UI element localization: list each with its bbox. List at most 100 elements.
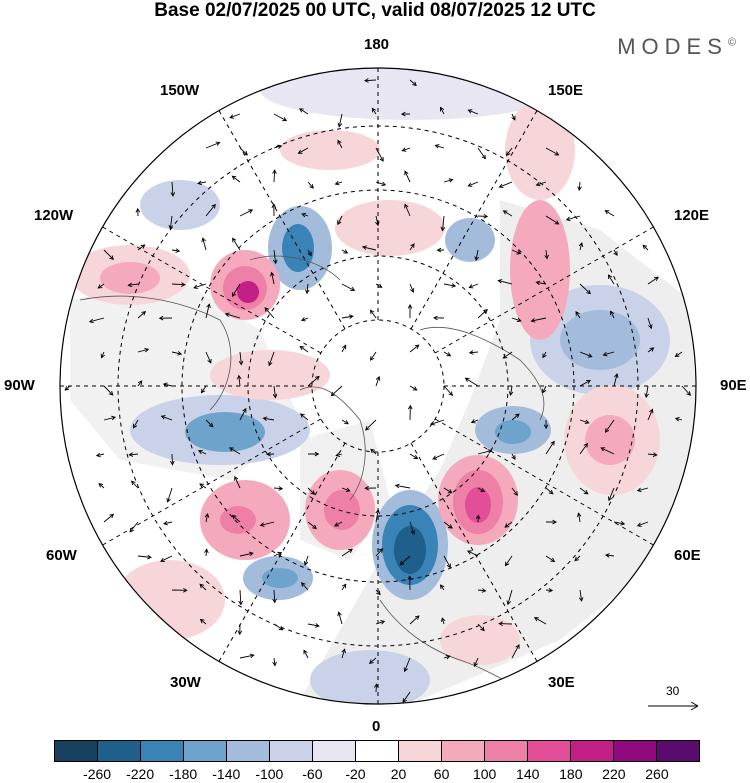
wind-vector-arrow — [97, 283, 105, 289]
wind-vector-arrow — [579, 283, 591, 295]
wind-vector-arrow — [273, 623, 284, 631]
wind-vector-arrow — [511, 453, 516, 461]
wind-vector-arrow — [166, 487, 173, 503]
wind-vector-arrow — [205, 419, 214, 428]
wind-vector-arrow — [375, 620, 386, 625]
wind-vector-arrow — [579, 442, 588, 455]
wind-vector-arrow — [201, 237, 207, 251]
colorbar-tick-label: -60 — [302, 766, 323, 782]
wind-vector-arrow — [644, 385, 649, 399]
lon-label-180: 180 — [364, 36, 390, 53]
wind-vector-arrow — [335, 452, 343, 457]
meridian-line — [410, 442, 538, 662]
wind-vector-arrow — [341, 249, 349, 254]
map-boundary — [59, 67, 697, 705]
wind-vector-arrow — [262, 416, 275, 422]
wind-vector-arrow — [432, 453, 445, 460]
wind-vector-arrow — [137, 554, 152, 560]
wind-vector-arrow — [232, 237, 241, 251]
wind-vector-arrow — [394, 483, 411, 489]
wind-vector-arrow — [264, 307, 275, 319]
coastline-greenland — [299, 386, 366, 501]
wind-vector-arrow — [128, 452, 139, 457]
wind-vector-arrow — [307, 521, 317, 530]
wind-vector-arrow — [473, 657, 479, 667]
wind-vector-arrow — [477, 588, 487, 593]
wind-vector-arrow — [299, 413, 309, 421]
wind-vector-arrow — [579, 419, 590, 425]
wind-vector-arrow — [474, 249, 479, 262]
wind-vector-arrow — [205, 141, 221, 149]
wind-vector-arrow — [307, 181, 314, 189]
wind-vector-arrow — [565, 215, 581, 222]
low-europe — [310, 650, 430, 704]
wind-vector-arrow — [375, 509, 380, 523]
colorbar-tick-label: -100 — [255, 766, 284, 782]
colorbar-swatch — [270, 741, 313, 761]
wind-vector-arrow — [443, 487, 453, 494]
wind-vector-arrow — [579, 487, 589, 495]
wind-vector-arrow — [375, 215, 380, 227]
lon-label-150e: 150E — [548, 82, 584, 99]
wind-vector-arrow — [545, 555, 556, 562]
high-gulf-alaska-core — [237, 281, 259, 303]
wind-vector-arrow — [440, 215, 446, 232]
wind-vector-arrow — [236, 374, 242, 387]
low-east-siberia — [445, 218, 495, 262]
lon-label-0: 0 — [372, 718, 381, 735]
wind-vector-arrow — [407, 404, 413, 421]
wind-vector-arrow — [403, 657, 411, 673]
wind-vector-arrow — [341, 583, 347, 591]
wind-vector-arrow — [508, 385, 514, 396]
coastline-alaska — [249, 255, 341, 281]
wind-vector-arrow — [162, 382, 173, 388]
wind-vector-arrow — [199, 583, 207, 591]
wind-vector-arrow — [504, 521, 513, 528]
wind-vector-arrow — [171, 282, 186, 287]
wind-vector-arrow — [375, 283, 383, 288]
wind-vector-arrow — [545, 519, 557, 525]
lon-label-150w: 150W — [160, 82, 200, 99]
wind-vector-arrow — [205, 303, 211, 319]
wind-vector-arrow — [307, 623, 320, 628]
wind-vector-arrow — [341, 419, 350, 425]
wind-vector-arrow — [334, 180, 343, 186]
wind-vector-arrow — [268, 351, 275, 367]
wind-vector-arrow — [443, 654, 451, 660]
wind-vector-arrow — [370, 351, 377, 361]
colorbar-swatch — [98, 741, 141, 761]
wind-vector-arrow — [477, 213, 489, 219]
colorbar-swatch — [614, 741, 657, 761]
wind-vector-arrow — [498, 621, 513, 627]
colorbar-tick-label: 140 — [516, 766, 540, 782]
wind-vector-arrow — [137, 310, 147, 319]
low-alaska-core — [282, 224, 314, 272]
high-europe-south — [440, 615, 520, 665]
wind-vector-arrow — [234, 475, 241, 489]
wind-vector-arrow — [375, 147, 384, 162]
wind-vector-arrow — [231, 283, 241, 298]
wind-vector-arrow — [613, 373, 619, 387]
wind-vector-arrow — [158, 315, 173, 321]
low-pacific-west — [140, 180, 220, 230]
meridian-line — [102, 418, 322, 546]
wind-vector-arrow — [443, 178, 454, 183]
wind-vector-arrow — [98, 483, 105, 489]
wind-vector-arrow — [575, 311, 581, 319]
wind-vector-arrow — [95, 452, 105, 458]
wind-vector-arrow — [341, 344, 347, 353]
wind-vector-arrow — [647, 276, 659, 285]
wind-vector-arrow — [542, 385, 547, 394]
wind-vector-arrow — [477, 147, 486, 160]
wind-vector-arrow — [361, 245, 377, 251]
polar-stereographic-map — [59, 67, 699, 711]
wind-vector-arrow — [409, 79, 417, 87]
wind-vector-arrow — [170, 453, 175, 466]
wind-vector-arrow — [238, 351, 244, 366]
low-siberia-core — [560, 310, 640, 370]
wind-vector-arrow — [307, 375, 320, 387]
wind-vector-arrow — [407, 304, 413, 319]
wind-vector-arrow — [341, 648, 346, 659]
wind-vector-arrow — [239, 147, 248, 156]
wind-vector-arrow — [204, 548, 209, 557]
